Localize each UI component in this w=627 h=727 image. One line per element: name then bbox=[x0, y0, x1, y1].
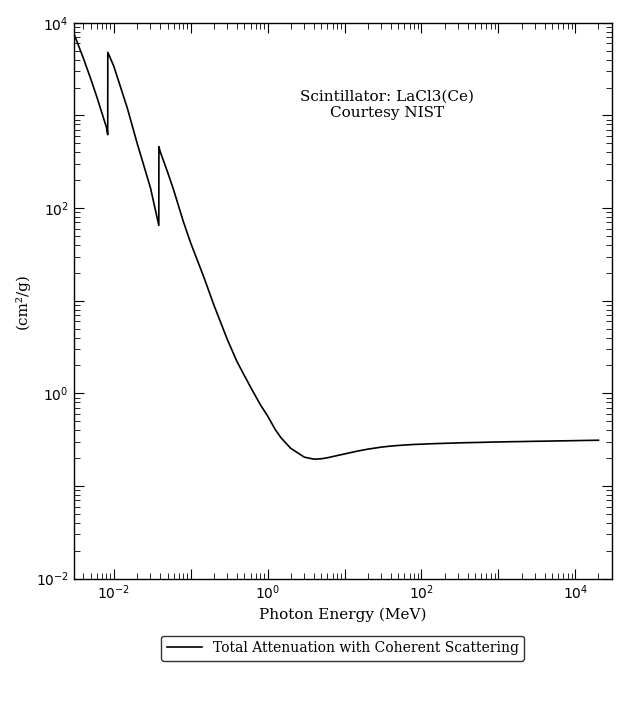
Total Attenuation with Coherent Scattering bbox=[70, 28, 77, 37]
Total Attenuation with Coherent Scattering bbox=[334, 451, 341, 460]
Legend: Total Attenuation with Coherent Scattering: Total Attenuation with Coherent Scatteri… bbox=[161, 635, 524, 661]
Total Attenuation with Coherent Scattering bbox=[233, 357, 241, 366]
Text: Scintillator: LaCl3(Ce)
Courtesy NIST: Scintillator: LaCl3(Ce) Courtesy NIST bbox=[300, 89, 474, 120]
Total Attenuation with Coherent Scattering bbox=[164, 168, 171, 177]
Line: Total Attenuation with Coherent Scattering: Total Attenuation with Coherent Scatteri… bbox=[73, 33, 598, 459]
Total Attenuation with Coherent Scattering bbox=[594, 436, 602, 445]
X-axis label: Photon Energy (MeV): Photon Energy (MeV) bbox=[259, 608, 426, 622]
Total Attenuation with Coherent Scattering bbox=[531, 437, 539, 446]
Y-axis label: (cm²/g): (cm²/g) bbox=[15, 273, 30, 329]
Total Attenuation with Coherent Scattering bbox=[310, 455, 318, 464]
Total Attenuation with Coherent Scattering bbox=[377, 443, 385, 451]
Total Attenuation with Coherent Scattering bbox=[155, 142, 162, 151]
